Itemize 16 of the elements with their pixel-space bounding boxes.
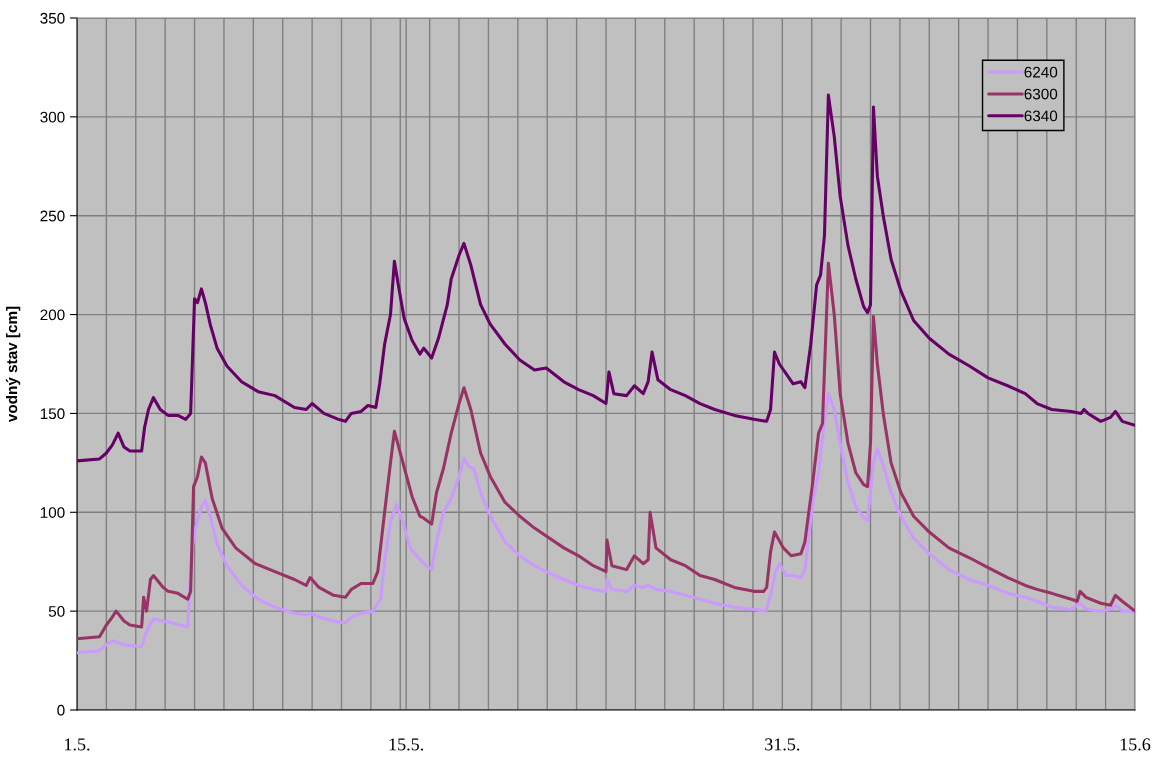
x-tick-label: 15.5. <box>389 738 424 751</box>
y-tick-label: 200 <box>40 309 65 321</box>
legend-label: 6340 <box>1024 110 1058 122</box>
y-tick-label: 100 <box>40 507 65 518</box>
y-tick-label: 300 <box>40 111 65 123</box>
x-tick-label: 15.6 <box>1120 738 1151 751</box>
legend-label: 6300 <box>1024 88 1058 100</box>
y-tick-label: 150 <box>40 408 65 420</box>
x-tick-label: 1.5. <box>65 738 90 751</box>
y-tick-label: 350 <box>40 12 65 24</box>
x-tick-label: 31.5. <box>765 738 800 751</box>
y-tick-label: 0 <box>57 704 65 716</box>
legend-label: 6240 <box>1024 66 1058 78</box>
y-tick-label: 50 <box>48 606 65 617</box>
y-tick-label: 250 <box>40 210 65 222</box>
y-axis-title: vodný stav [cm] <box>5 306 21 423</box>
